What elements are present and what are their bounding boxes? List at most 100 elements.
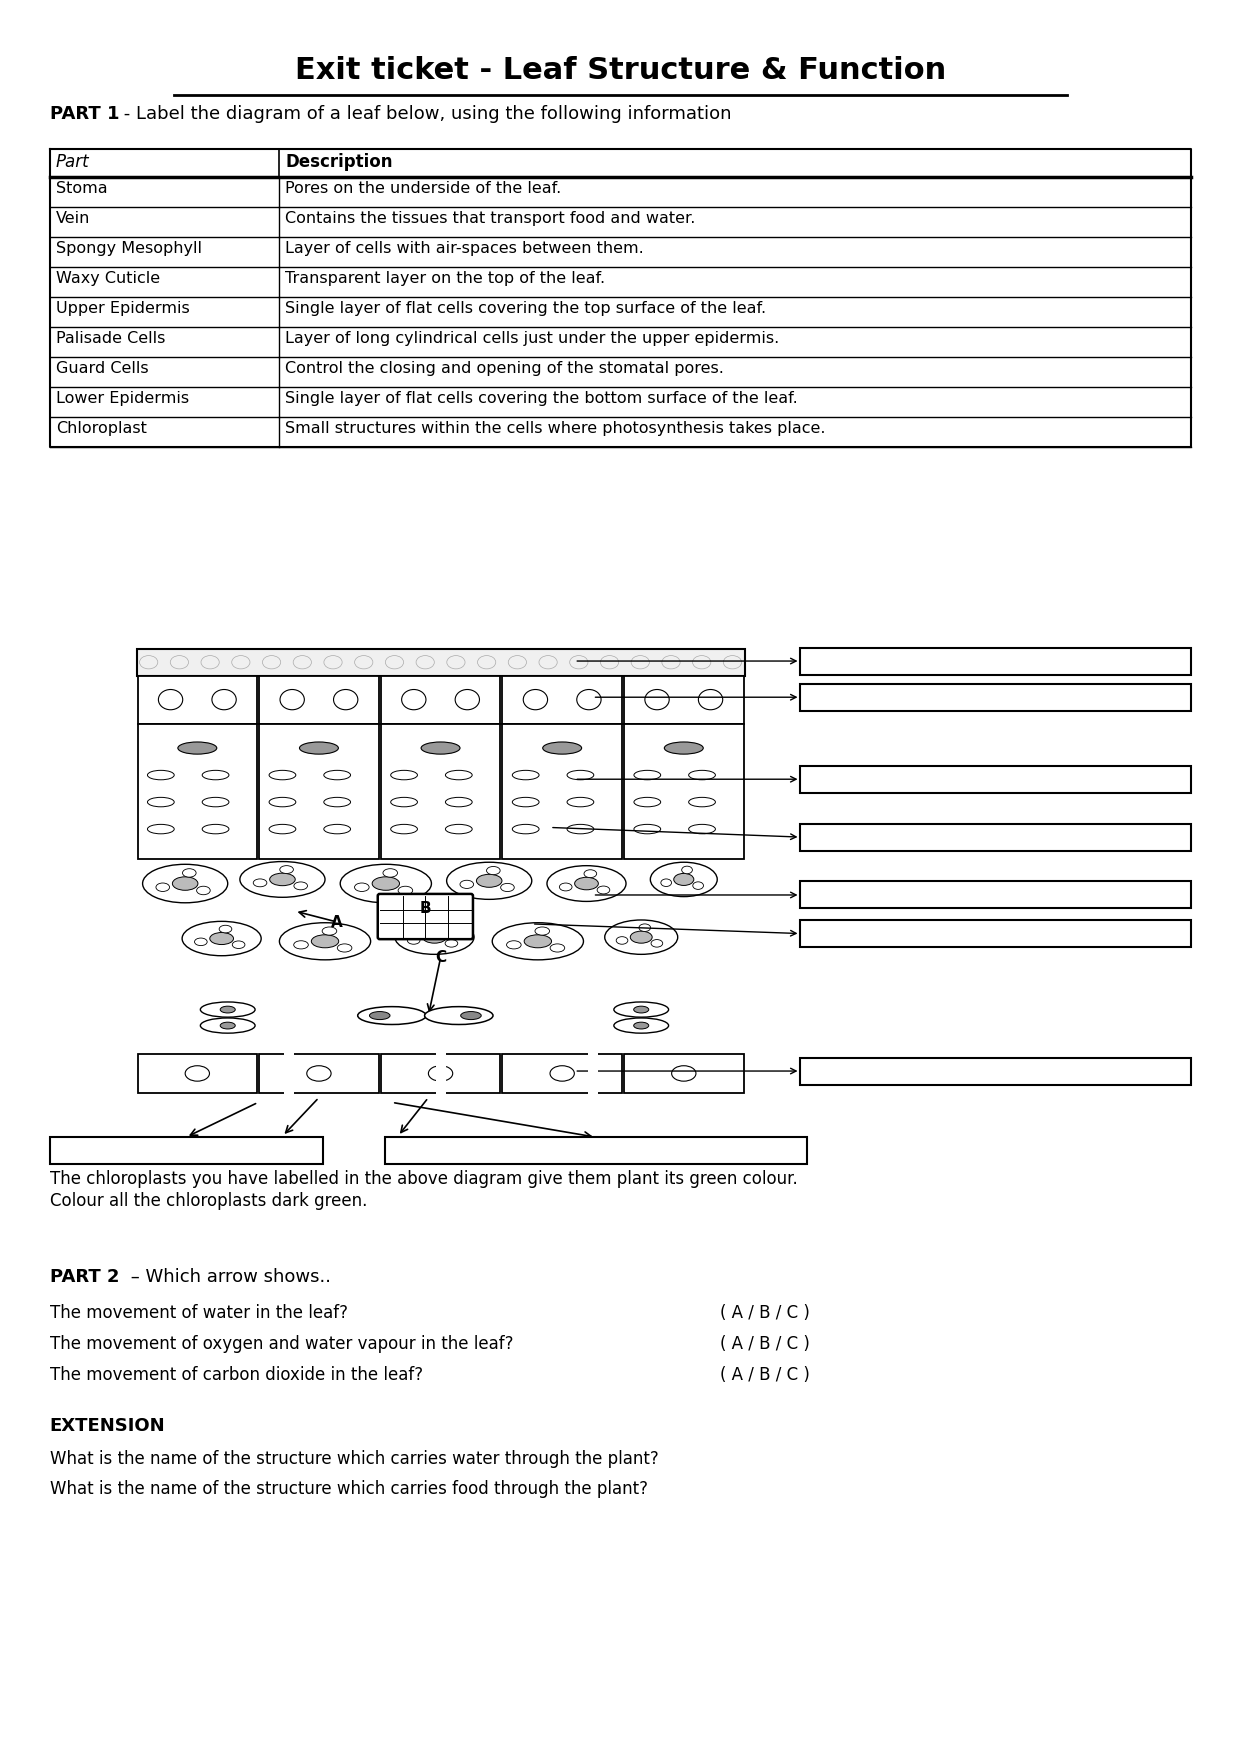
Bar	[259, 724, 379, 859]
Ellipse shape	[269, 770, 295, 781]
Ellipse shape	[148, 770, 174, 781]
Bar	[381, 1054, 500, 1093]
Text: What is the name of the structure which carries food through the plant?: What is the name of the structure which …	[50, 1480, 648, 1498]
Ellipse shape	[220, 926, 232, 933]
Ellipse shape	[139, 656, 158, 668]
Ellipse shape	[689, 824, 715, 833]
Ellipse shape	[597, 886, 609, 895]
Bar	[624, 675, 743, 724]
Ellipse shape	[692, 882, 704, 889]
Text: Layer of cells with air-spaces between them.: Layer of cells with air-spaces between t…	[285, 240, 644, 256]
Bar	[800, 1058, 1191, 1084]
Ellipse shape	[447, 656, 465, 668]
Ellipse shape	[386, 656, 403, 668]
Ellipse shape	[513, 770, 539, 781]
Ellipse shape	[323, 926, 336, 935]
Text: - Label the diagram of a leaf below, using the following information: - Label the diagram of a leaf below, usi…	[118, 105, 731, 123]
Bar	[436, 1052, 446, 1094]
Ellipse shape	[493, 923, 583, 959]
Ellipse shape	[724, 656, 742, 668]
Ellipse shape	[416, 656, 434, 668]
Ellipse shape	[446, 940, 458, 947]
Ellipse shape	[614, 1002, 669, 1017]
Text: Pores on the underside of the leaf.: Pores on the underside of the leaf.	[285, 181, 561, 196]
Ellipse shape	[355, 656, 372, 668]
Ellipse shape	[324, 656, 343, 668]
Ellipse shape	[424, 1007, 493, 1024]
Ellipse shape	[634, 770, 660, 781]
Ellipse shape	[671, 1066, 696, 1080]
Ellipse shape	[689, 798, 715, 807]
Ellipse shape	[334, 689, 357, 710]
Bar	[137, 649, 745, 675]
FancyBboxPatch shape	[377, 895, 473, 938]
Bar	[259, 1054, 379, 1093]
Ellipse shape	[391, 824, 417, 833]
Ellipse shape	[196, 886, 210, 895]
Bar	[138, 724, 257, 859]
Bar	[800, 882, 1191, 909]
Ellipse shape	[202, 824, 228, 833]
Ellipse shape	[148, 824, 174, 833]
Text: Control the closing and opening of the stomatal pores.: Control the closing and opening of the s…	[285, 361, 724, 375]
Ellipse shape	[634, 1023, 649, 1030]
Ellipse shape	[639, 924, 650, 931]
Ellipse shape	[279, 923, 371, 959]
Ellipse shape	[577, 689, 601, 710]
Bar	[503, 675, 622, 724]
Ellipse shape	[170, 656, 189, 668]
Text: The movement of carbon dioxide in the leaf?: The movement of carbon dioxide in the le…	[50, 1366, 423, 1384]
Bar	[800, 921, 1191, 947]
Ellipse shape	[177, 742, 217, 754]
Ellipse shape	[575, 877, 598, 889]
Text: ( A / B / C ): ( A / B / C )	[720, 1305, 809, 1323]
Bar	[503, 1054, 622, 1093]
Text: PART 1: PART 1	[50, 105, 119, 123]
Text: Colour all the chloroplasts dark green.: Colour all the chloroplasts dark green.	[50, 1193, 367, 1210]
Text: The movement of water in the leaf?: The movement of water in the leaf?	[50, 1305, 347, 1323]
Ellipse shape	[324, 770, 350, 781]
Text: – Which arrow shows..: – Which arrow shows..	[124, 1268, 330, 1286]
Bar	[624, 1054, 743, 1093]
Ellipse shape	[567, 770, 593, 781]
Ellipse shape	[446, 798, 472, 807]
Ellipse shape	[421, 742, 460, 754]
Ellipse shape	[513, 824, 539, 833]
Text: B: B	[419, 902, 431, 916]
Ellipse shape	[407, 937, 419, 944]
Ellipse shape	[645, 689, 669, 710]
Ellipse shape	[200, 1017, 256, 1033]
Ellipse shape	[240, 861, 325, 898]
Ellipse shape	[280, 689, 304, 710]
Ellipse shape	[500, 884, 514, 891]
Ellipse shape	[634, 1007, 649, 1014]
Ellipse shape	[383, 868, 397, 877]
Text: Chloroplast: Chloroplast	[56, 421, 146, 437]
Ellipse shape	[156, 882, 170, 891]
Ellipse shape	[567, 824, 593, 833]
Text: Waxy Cuticle: Waxy Cuticle	[56, 272, 160, 286]
Ellipse shape	[324, 798, 350, 807]
Text: Exit ticket - Leaf Structure & Function: Exit ticket - Leaf Structure & Function	[295, 56, 946, 86]
Text: Description: Description	[285, 153, 392, 172]
Ellipse shape	[232, 656, 249, 668]
Ellipse shape	[634, 798, 660, 807]
Ellipse shape	[614, 1017, 669, 1033]
Ellipse shape	[661, 656, 680, 668]
Text: Single layer of flat cells covering the top surface of the leaf.: Single layer of flat cells covering the …	[285, 302, 767, 316]
Ellipse shape	[220, 1023, 236, 1030]
Text: Layer of long cylindrical cells just under the upper epidermis.: Layer of long cylindrical cells just und…	[285, 332, 779, 346]
Ellipse shape	[539, 656, 557, 668]
Ellipse shape	[357, 1007, 426, 1024]
Text: Stoma: Stoma	[56, 181, 107, 196]
Ellipse shape	[395, 921, 474, 954]
Ellipse shape	[182, 921, 261, 956]
Text: Vein: Vein	[56, 210, 91, 226]
Ellipse shape	[674, 873, 694, 886]
Ellipse shape	[513, 798, 539, 807]
Ellipse shape	[446, 824, 472, 833]
Ellipse shape	[299, 742, 339, 754]
Ellipse shape	[210, 933, 233, 945]
Text: Contains the tissues that transport food and water.: Contains the tissues that transport food…	[285, 210, 696, 226]
Text: PART 2: PART 2	[50, 1268, 119, 1286]
